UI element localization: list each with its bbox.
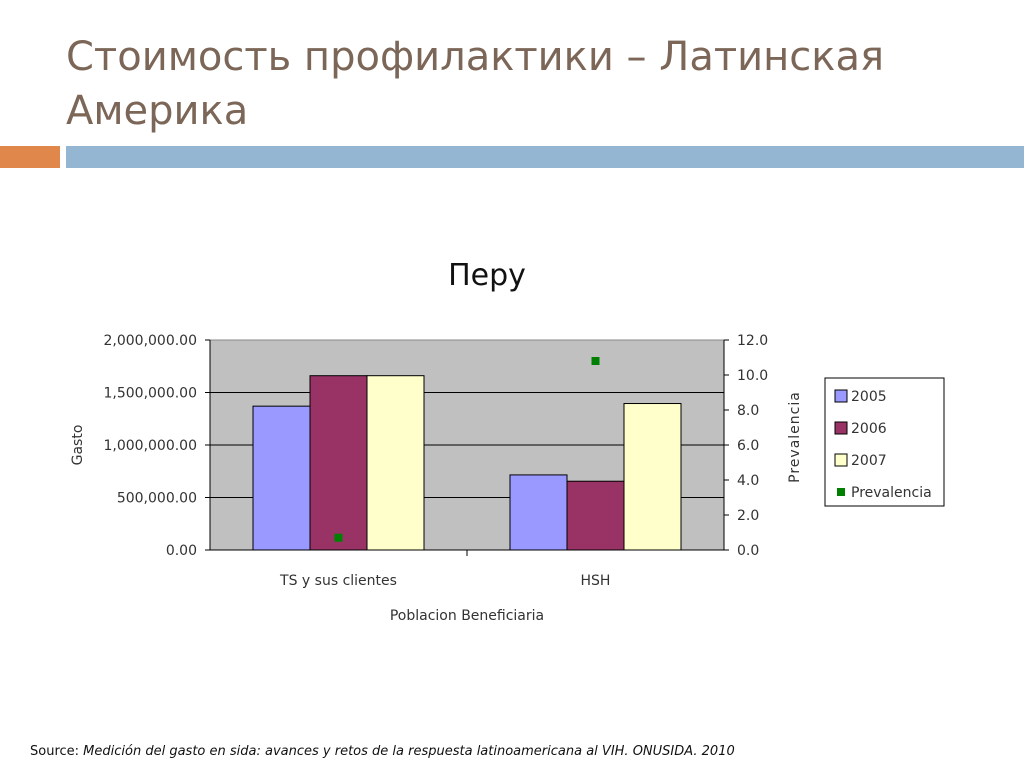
source-text: Medición del gasto en sida: avances y re… — [83, 744, 735, 759]
y2-tick-label: 2.0 — [737, 508, 759, 524]
point-prevalencia — [591, 357, 600, 365]
y-tick-label: 0.00 — [166, 543, 197, 559]
legend-swatch-prevalencia — [837, 488, 845, 496]
legend-label: 2006 — [851, 421, 887, 437]
source-label: Source: — [30, 744, 80, 759]
y2-tick-label: 8.0 — [737, 403, 759, 419]
bar-2006 — [309, 375, 368, 551]
y-tick-label: 1,500,000.00 — [103, 386, 197, 402]
legend-swatch-2007 — [834, 453, 848, 467]
source-note: Source: Medición del gasto en sida: avan… — [30, 744, 735, 759]
y2-axis-title: Prevalencia — [787, 391, 803, 483]
legend-label: Prevalencia — [851, 485, 932, 501]
legend-label: 2005 — [851, 389, 887, 405]
bar-2005 — [252, 405, 311, 551]
y2-tick-label: 12.0 — [737, 333, 768, 349]
y-tick-label: 1,000,000.00 — [103, 438, 197, 454]
legend-swatch-2006 — [834, 421, 848, 435]
bar-2007 — [623, 403, 682, 551]
y2-tick-label: 0.0 — [737, 543, 759, 559]
bar-2007 — [366, 375, 425, 551]
y-tick-label: 500,000.00 — [117, 491, 197, 507]
chart-title: Перу — [448, 258, 526, 293]
x-tick-label: TS y sus clientes — [279, 573, 397, 589]
y2-tick-label: 6.0 — [737, 438, 759, 454]
x-axis-title: Poblacion Beneficiaria — [390, 608, 544, 624]
bar-2005 — [509, 474, 568, 551]
y-tick-label: 2,000,000.00 — [103, 333, 197, 349]
y-axis-title: Gasto — [70, 425, 86, 466]
accent-bar-blue — [66, 146, 1024, 168]
chart: 0.00 500,000.00 1,000,000.00 1,500,000.00 2,… — [70, 333, 945, 624]
x-tick-label: HSH — [581, 573, 611, 589]
y2-tick-label: 10.0 — [737, 368, 768, 384]
accent-bar-orange — [0, 146, 60, 168]
legend-box — [824, 377, 945, 507]
point-prevalencia — [334, 533, 343, 542]
legend-label: 2007 — [851, 453, 887, 469]
slide-title: Стоимость профилактики – Латинская Амери… — [66, 34, 885, 134]
legend-swatch-2005 — [834, 389, 848, 403]
bar-2006 — [566, 480, 625, 551]
y2-tick-label: 4.0 — [737, 473, 759, 489]
